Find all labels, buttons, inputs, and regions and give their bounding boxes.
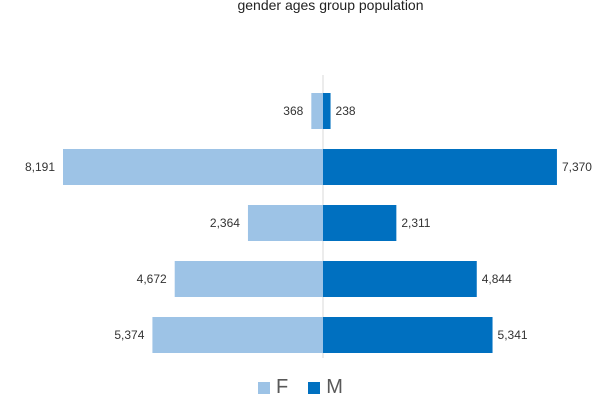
data-label-m: 4,844 <box>482 272 512 286</box>
legend-label-m: M <box>326 376 343 398</box>
data-label-m: 2,311 <box>401 216 430 230</box>
data-label-m: 238 <box>336 104 356 118</box>
legend-swatch-m <box>308 381 321 394</box>
bar-m[interactable] <box>323 149 557 185</box>
legend: F M <box>0 376 601 399</box>
data-label-f: 5,374 <box>114 328 144 342</box>
bar-m[interactable] <box>323 205 397 241</box>
bar-m[interactable] <box>323 93 331 129</box>
data-label-f: 2,364 <box>210 216 240 230</box>
bar-m[interactable] <box>323 317 493 353</box>
bar-m[interactable] <box>323 261 477 297</box>
bar-f[interactable] <box>311 93 323 129</box>
data-label-m: 7,370 <box>562 160 592 174</box>
data-label-m: 5,341 <box>498 328 528 342</box>
legend-label-f: F <box>276 376 289 398</box>
data-label-f: 4,672 <box>137 272 167 286</box>
bar-f[interactable] <box>174 261 323 297</box>
bar-f[interactable] <box>152 317 323 353</box>
legend-item-m[interactable]: M <box>308 376 343 399</box>
legend-swatch-f <box>258 381 271 394</box>
bar-f[interactable] <box>247 205 323 241</box>
bar-f[interactable] <box>63 149 323 185</box>
chart-title: gender ages group population <box>237 0 424 13</box>
legend-item-f[interactable]: F <box>258 376 288 399</box>
data-label-f: 368 <box>283 104 303 118</box>
data-label-f: 8,191 <box>25 160 55 174</box>
